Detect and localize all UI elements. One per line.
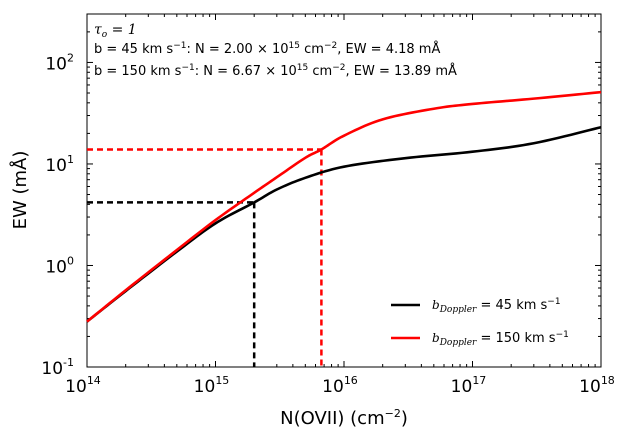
y-tick-label: 101: [45, 153, 74, 176]
series-line-b150: [86, 90, 602, 323]
legend: bDoppler = 45 km s−1 bDoppler = 150 km s…: [391, 297, 569, 348]
y-tick-label: 102: [45, 51, 74, 74]
x-tick-label: 1017: [451, 374, 487, 397]
x-tick-label: 1015: [194, 374, 230, 397]
y-tick-label: 10-1: [41, 356, 74, 379]
y-tick-label: 100: [45, 254, 74, 277]
annotation-line-45: b = 45 km s−1: N = 2.00 × 1015 cm−2, EW …: [94, 41, 440, 57]
legend-label-45: bDoppler = 45 km s−1: [432, 297, 561, 315]
x-axis-label: N(OVII) (cm−2): [280, 407, 408, 429]
legend-label-150: bDoppler = 150 km s−1: [432, 330, 569, 348]
x-tick-label: 1016: [322, 374, 358, 397]
y-axis-label: EW (mÅ): [9, 151, 31, 230]
guide-lines: [87, 148, 323, 367]
x-tick-label: 1018: [579, 374, 615, 397]
x-tick-label: 1014: [65, 374, 101, 397]
axes-layer: 1014 1015 1016 1017 1018 10-1 100 101 102: [41, 13, 615, 397]
tau-annotation: τo = 1: [94, 22, 137, 40]
annotation-block: τo = 1 b = 45 km s−1: N = 2.00 × 1015 cm…: [94, 22, 457, 79]
series-lines: [86, 90, 602, 323]
annotation-line-150: b = 150 km s−1: N = 6.67 × 1015 cm−2, EW…: [94, 63, 457, 79]
plot-frame: [86, 13, 602, 368]
